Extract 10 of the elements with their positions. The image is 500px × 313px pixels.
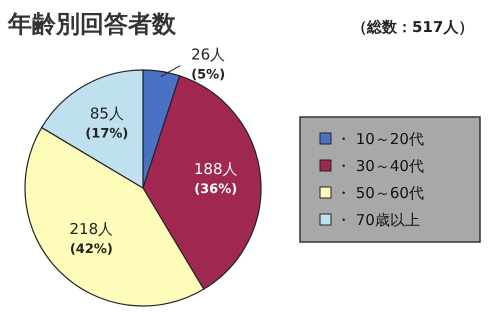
legend-label: ・ 30～40代 [336,157,424,175]
data-label: 85人 (17%) [85,104,128,142]
data-label: 218人 (42%) [70,220,114,257]
chart-title: 年齢別回答者数 [7,10,177,38]
legend-label: ・ 70歳以上 [336,211,420,229]
chart-subtitle: （総数：517人） [352,18,474,36]
data-label: 188人 (36%) [194,160,238,197]
legend-label: ・ 50～60代 [336,184,424,202]
legend-label: ・ 10～20代 [336,130,424,148]
data-label: 26人 (5%) [191,46,226,83]
